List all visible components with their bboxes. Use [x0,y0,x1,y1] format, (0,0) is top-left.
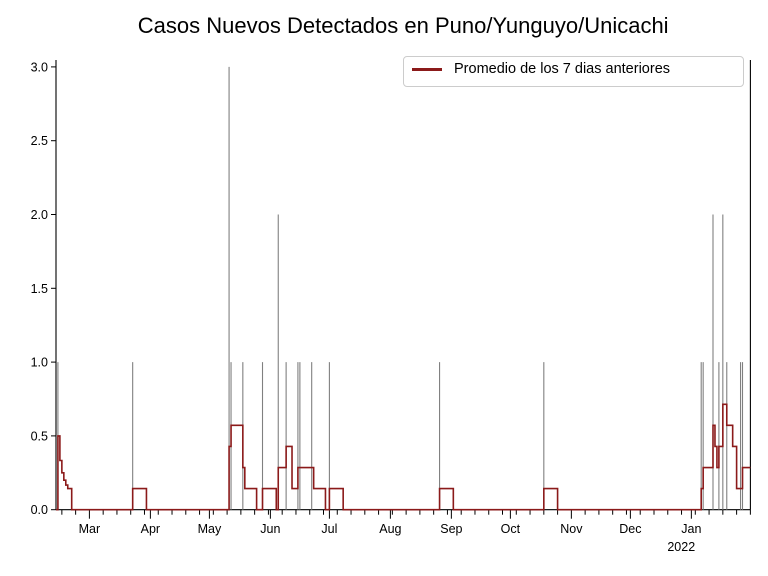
svg-text:Jun: Jun [260,522,280,536]
svg-text:Jan: Jan [681,522,701,536]
svg-text:1.0: 1.0 [31,356,48,370]
svg-text:Oct: Oct [501,522,521,536]
svg-text:0.0: 0.0 [31,503,48,517]
svg-text:0.5: 0.5 [31,429,48,443]
svg-text:Apr: Apr [141,522,160,536]
svg-text:Sep: Sep [440,522,462,536]
svg-text:May: May [198,522,222,536]
svg-text:Aug: Aug [379,522,401,536]
svg-text:Nov: Nov [560,522,583,536]
svg-text:Jul: Jul [321,522,337,536]
svg-text:Dec: Dec [619,522,641,536]
svg-text:1.5: 1.5 [31,282,48,296]
svg-text:2022: 2022 [667,540,695,554]
svg-text:Mar: Mar [79,522,101,536]
svg-text:2.0: 2.0 [31,208,48,222]
svg-text:2.5: 2.5 [31,134,48,148]
svg-text:3.0: 3.0 [31,60,48,74]
